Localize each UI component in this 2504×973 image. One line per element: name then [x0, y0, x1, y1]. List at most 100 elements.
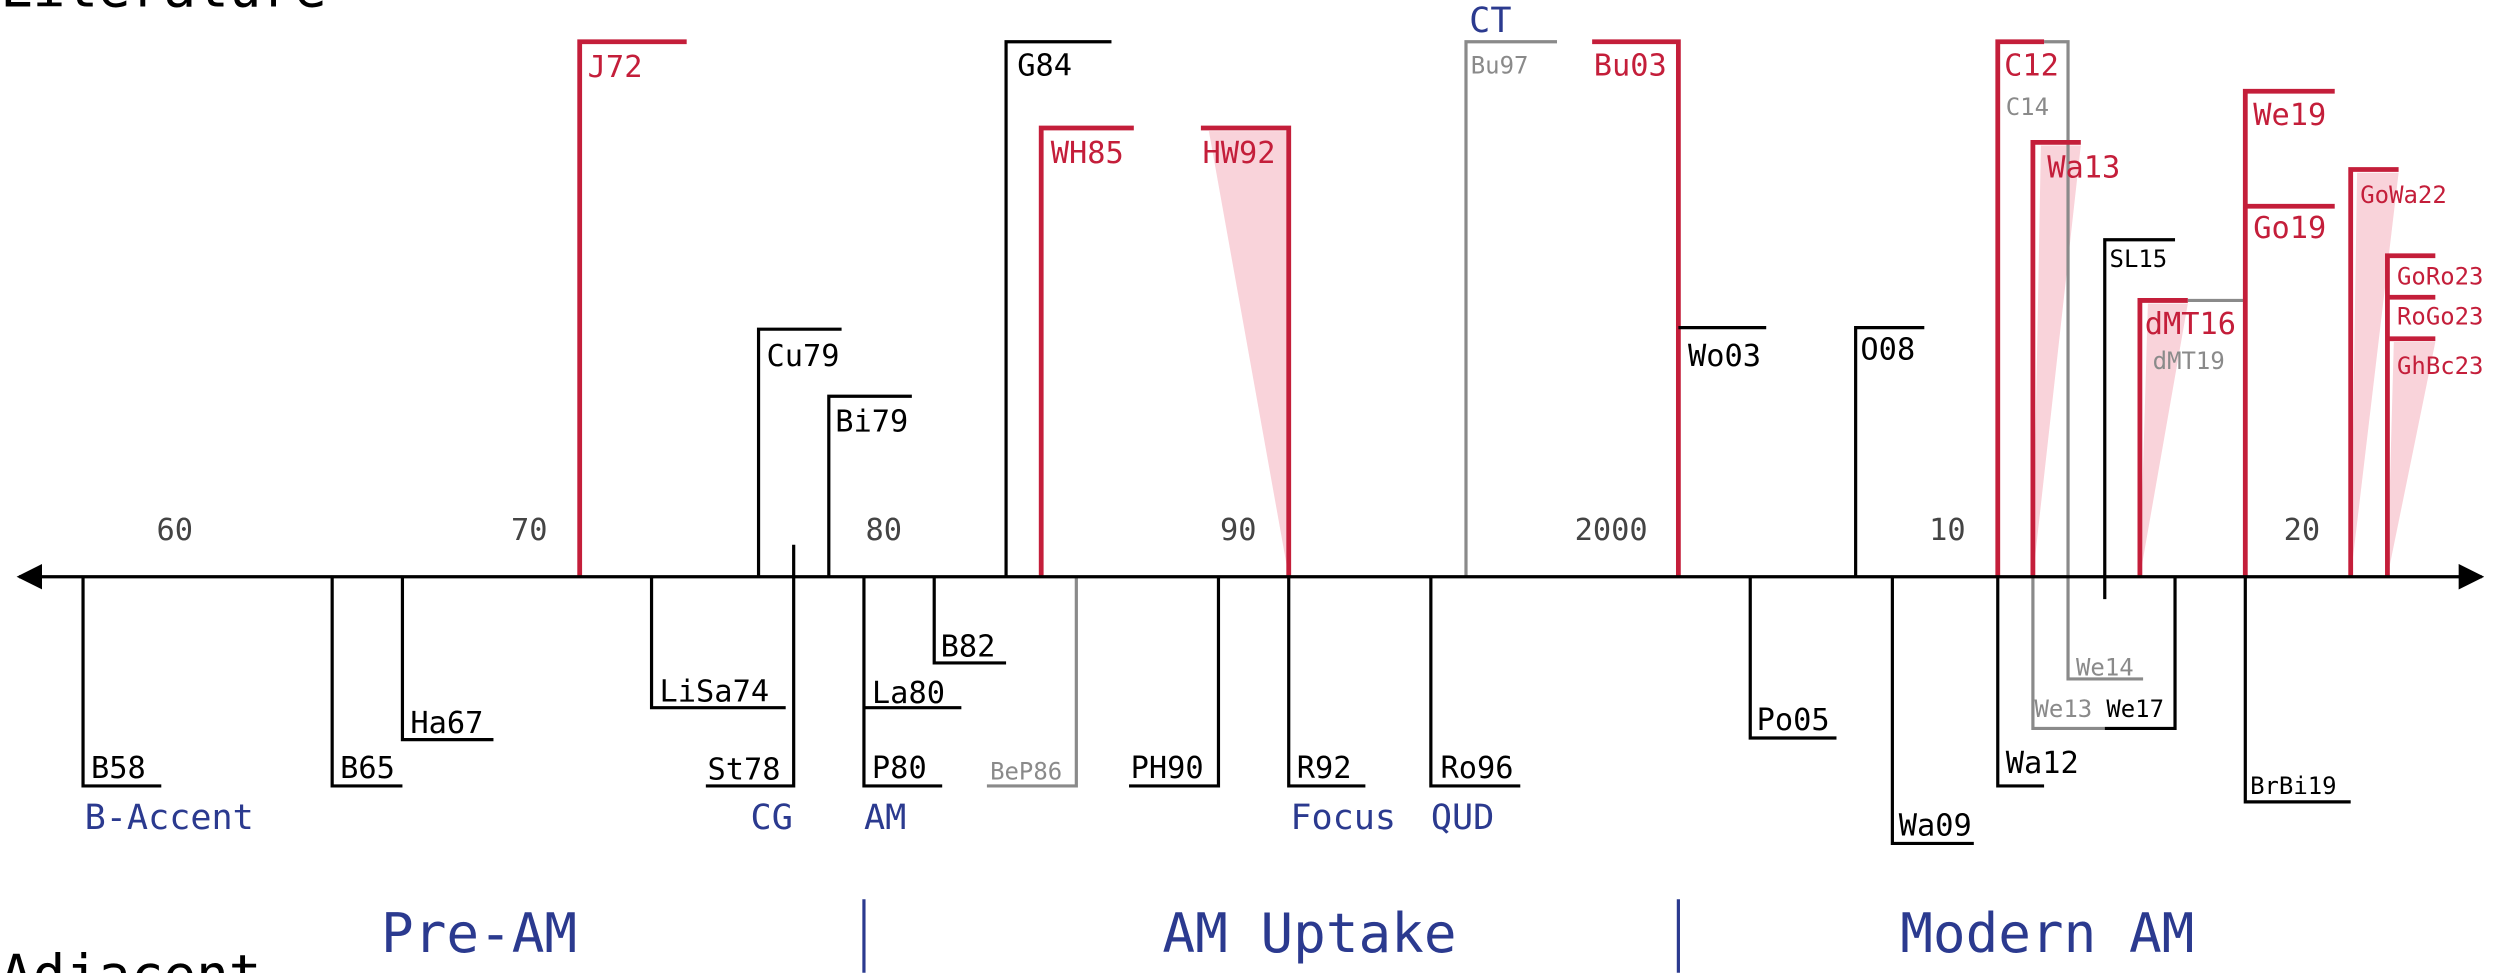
category-tag: AM	[864, 797, 906, 838]
entry-line	[1854, 326, 1925, 577]
axis-label: 20	[2284, 513, 2321, 548]
entry-label: P80	[872, 751, 927, 786]
axis-label: 90	[1220, 513, 1257, 548]
entry-label: B65	[340, 751, 395, 786]
entry-line	[705, 544, 796, 788]
category-tag: Focus	[1290, 797, 1396, 838]
entry-line	[1748, 576, 1837, 740]
entry-label: J72	[588, 50, 643, 85]
entry-label: SL15	[2110, 245, 2168, 273]
entry-line	[330, 576, 403, 788]
axis-label: 10	[1929, 513, 1966, 548]
section-label: Adjacent	[0, 944, 261, 973]
category-tag: B-Accent	[85, 797, 254, 838]
entry-label: R92	[1297, 751, 1352, 786]
entry-line	[2243, 576, 2351, 804]
entry-label: We14	[2076, 654, 2134, 682]
entry-label: dMT19	[2153, 347, 2225, 375]
entry-label: Cu79	[767, 339, 840, 374]
entry-line	[2031, 576, 2105, 731]
entry-label: WH85	[1051, 136, 1124, 171]
entry-label: Bu97	[1471, 52, 1529, 80]
entry-line	[2385, 253, 2436, 577]
entry-label: G84	[1017, 48, 1072, 83]
entry-line	[400, 576, 494, 742]
entry-line	[1429, 576, 1521, 788]
entry-line	[1287, 576, 1366, 788]
entry-label: We13	[2035, 695, 2093, 723]
entry-line	[1890, 576, 1974, 846]
axis-label: 60	[157, 513, 194, 548]
entry-label: Po05	[1757, 703, 1830, 738]
entry-label: PH90	[1131, 751, 1204, 786]
entry-label: GoRo23	[2397, 262, 2483, 290]
section-label: Literature	[0, 0, 327, 20]
entry-label: Wa13	[2047, 150, 2120, 185]
entry-line	[1995, 39, 2045, 577]
entry-label: HW92	[1202, 136, 1275, 171]
entry-label: BeP86	[990, 758, 1062, 786]
shade	[2139, 303, 2188, 577]
entry-label: O08	[1860, 333, 1915, 368]
entry-line	[2104, 576, 2177, 731]
period-label: Modern AM	[1900, 902, 2194, 965]
entry-label: Go19	[2253, 211, 2326, 246]
entry-line	[827, 394, 912, 577]
entry-label: Ha67	[410, 706, 483, 741]
period-label: AM Uptake	[1162, 902, 1456, 965]
entry-label: Ro96	[1440, 751, 1513, 786]
entry-line	[1592, 39, 1681, 577]
entry-line	[81, 576, 162, 788]
entry-line	[2348, 167, 2399, 577]
entry-line	[2030, 139, 2081, 577]
entry-label: LiSa74	[660, 674, 770, 709]
entry-label: We19	[2253, 98, 2326, 133]
period-label: Pre-AM	[381, 902, 577, 965]
entry-line	[1038, 125, 1134, 577]
category-tag: CG	[751, 797, 793, 838]
entry-line	[1200, 125, 1292, 577]
entry-line	[2044, 40, 2144, 681]
entry-label: C12	[2004, 48, 2059, 83]
entry-label: Bi79	[835, 404, 908, 439]
entry-label: La80	[872, 676, 945, 711]
lines	[81, 39, 2436, 846]
entry-label: Wa09	[1899, 808, 1972, 843]
entry-label: Wo03	[1688, 339, 1761, 374]
entry-line	[1129, 576, 1221, 788]
entry-label: Bu03	[1594, 48, 1667, 83]
shade	[2032, 145, 2081, 577]
entry-label: Wa12	[2006, 746, 2079, 781]
entry-line	[2242, 88, 2335, 577]
entry-line	[1996, 576, 2045, 788]
entry-label: RoGo23	[2397, 302, 2483, 330]
entry-label: St78	[707, 753, 780, 788]
shade	[1208, 131, 1289, 577]
entry-line	[986, 576, 1078, 788]
entry-label: C14	[2006, 93, 2049, 121]
category-tag: QUD	[1431, 797, 1494, 838]
shades	[1208, 131, 2436, 577]
entry-label: B58	[91, 751, 146, 786]
entry-line	[1004, 40, 1112, 577]
entry-line	[2137, 298, 2188, 577]
entry-label: B82	[941, 630, 996, 665]
axis-label: 80	[866, 513, 903, 548]
entry-line	[1464, 40, 1558, 577]
axis-label: 70	[511, 513, 548, 548]
entry-label: We17	[2106, 695, 2164, 723]
entry-label: GhBc23	[2397, 352, 2483, 380]
entry-label: GoWa22	[2360, 181, 2446, 209]
entry-line	[756, 327, 842, 577]
entry-line	[2103, 238, 2176, 600]
entry-line	[932, 576, 1007, 665]
entry-label: BrBi19	[2250, 772, 2336, 800]
axis-label: 2000	[1575, 513, 1648, 548]
entry-line	[649, 576, 786, 710]
entry-line	[577, 39, 687, 577]
entry-label: dMT16	[2145, 307, 2236, 342]
entry-line	[862, 576, 943, 788]
